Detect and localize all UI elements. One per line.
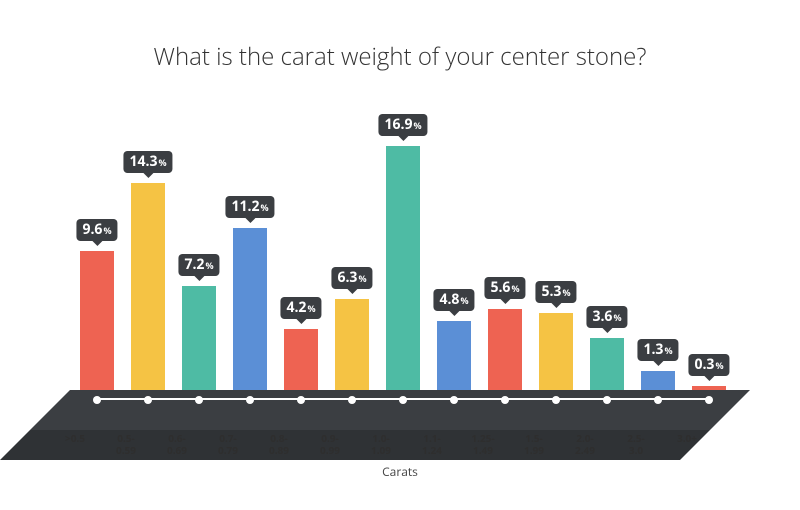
axis-dot [399,396,407,404]
value-label: 4.8% [433,289,474,311]
bar: 3.6% [590,338,624,390]
category-label: 0.5- 0.59 [116,432,136,456]
category-label: 1.5- 1.99 [524,432,544,456]
axis-dot [195,396,203,404]
chart-title: What is the carat weight of your center … [0,40,800,73]
chart-stage: What is the carat weight of your center … [0,0,800,510]
value-label: 0.3% [688,354,729,376]
axis-dot [348,396,356,404]
value-label: 14.3% [123,151,172,173]
category-label: 2.0- 2.49 [575,432,595,456]
bar-fill [386,146,420,390]
value-label: 16.9% [378,114,427,136]
bar-fill [437,321,471,390]
bar: 5.6% [488,309,522,390]
bar-fill [539,313,573,390]
bar: 7.2% [182,286,216,390]
axis-dot [501,396,509,404]
category-label: 0.7- 0.79 [218,432,238,456]
axis-dot [654,396,662,404]
category-label: 2.5- 3.0 [627,432,645,456]
category-label: 0.9- 0.99 [320,432,340,456]
bar-fill [335,299,369,390]
value-label: 9.6% [76,219,117,241]
bar: 1.3% [641,371,675,390]
bar-fill [182,286,216,390]
bar-fill [233,228,267,390]
axis-dot [705,396,713,404]
category-label: 1.1- 1.24 [422,432,442,456]
axis-dot [246,396,254,404]
bar-fill [590,338,624,390]
axis-dot [552,396,560,404]
axis-dot [297,396,305,404]
category-label: 3.0+ [677,432,697,444]
bar: 5.3% [539,313,573,390]
category-label: 1.0- 1.09 [371,432,391,456]
base-front [0,430,710,460]
bar: 6.3% [335,299,369,390]
value-label: 5.3% [535,281,576,303]
value-label: 3.6% [586,306,627,328]
axis-dot [93,396,101,404]
value-label: 5.6% [484,277,525,299]
category-label: >0.5 [65,432,85,444]
bar: 11.2% [233,228,267,390]
bar-chart: 9.6% 14.3% 7.2% 11.2% 4.2% 6.3% 16.9% 4.8% 5.6% 5… [80,130,750,390]
value-label: 11.2% [225,196,274,218]
bar-fill [488,309,522,390]
bar-fill [284,329,318,390]
bar-fill [131,183,165,390]
value-label: 1.3% [637,339,678,361]
category-label: 0.8- 0.89 [269,432,289,456]
bar: 4.2% [284,329,318,390]
value-label: 6.3% [331,267,372,289]
axis-dot [603,396,611,404]
bar: 4.8% [437,321,471,390]
bar-fill [641,371,675,390]
bar: 14.3% [131,183,165,390]
axis-dot [144,396,152,404]
value-label: 4.2% [280,297,321,319]
axis-dot [450,396,458,404]
bar: 16.9% [386,146,420,390]
category-label: 1.25- 1.49 [471,432,494,456]
x-axis-label: Carats [0,463,800,480]
bar: 9.6% [80,251,114,390]
bar-fill [80,251,114,390]
value-label: 7.2% [178,254,219,276]
category-label: 0.6- 0.69 [167,432,187,456]
axis-dots [0,390,800,410]
